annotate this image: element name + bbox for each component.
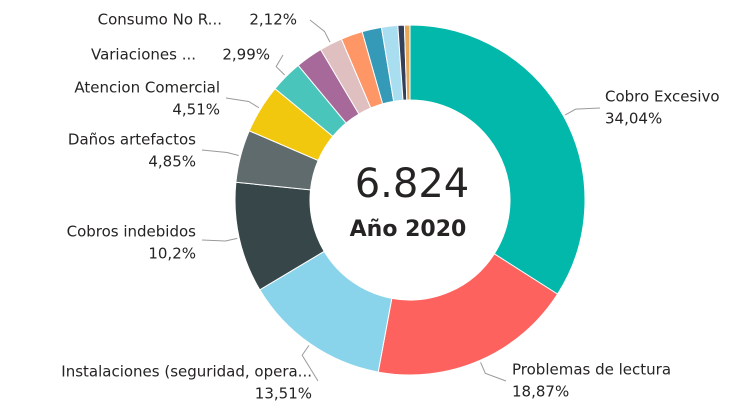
slice-label: Cobros indebidos: [67, 223, 197, 241]
leader-line: [201, 237, 238, 242]
slice-value-label: 18,87%: [512, 383, 569, 401]
leader-line: [275, 54, 285, 76]
slice-label: Atencion Comercial: [74, 79, 220, 97]
slice-value-label: 34,04%: [605, 110, 662, 128]
center-value: 6.824: [355, 161, 470, 207]
slice-label: Instalaciones (seguridad, opera...: [61, 363, 312, 381]
slice-value-label: 4,51%: [172, 101, 220, 119]
slice-label: Daños artefactos: [68, 131, 196, 149]
leader-line: [309, 19, 331, 43]
leader-line: [301, 345, 319, 382]
slice-value-label: 13,51%: [255, 385, 312, 403]
leader-line: [201, 149, 239, 156]
slice: [403, 24, 411, 101]
slice-label: Consumo No R...: [98, 11, 222, 29]
slice-label: Problemas de lectura: [512, 361, 671, 379]
slice-value-label: 10,2%: [148, 245, 196, 263]
slice-value-label: 4,85%: [148, 153, 196, 171]
slice-label: Cobro Excesivo: [605, 88, 720, 106]
slice-label: Variaciones ...: [91, 46, 196, 64]
center-subtitle: Año 2020: [350, 217, 467, 242]
slice: [409, 24, 586, 295]
leader-line: [480, 362, 507, 382]
leader-line: [564, 107, 601, 116]
slice-value-label: 2,12%: [249, 11, 297, 29]
slice-value-label: 2,99%: [222, 46, 270, 64]
leader-line: [225, 97, 260, 109]
